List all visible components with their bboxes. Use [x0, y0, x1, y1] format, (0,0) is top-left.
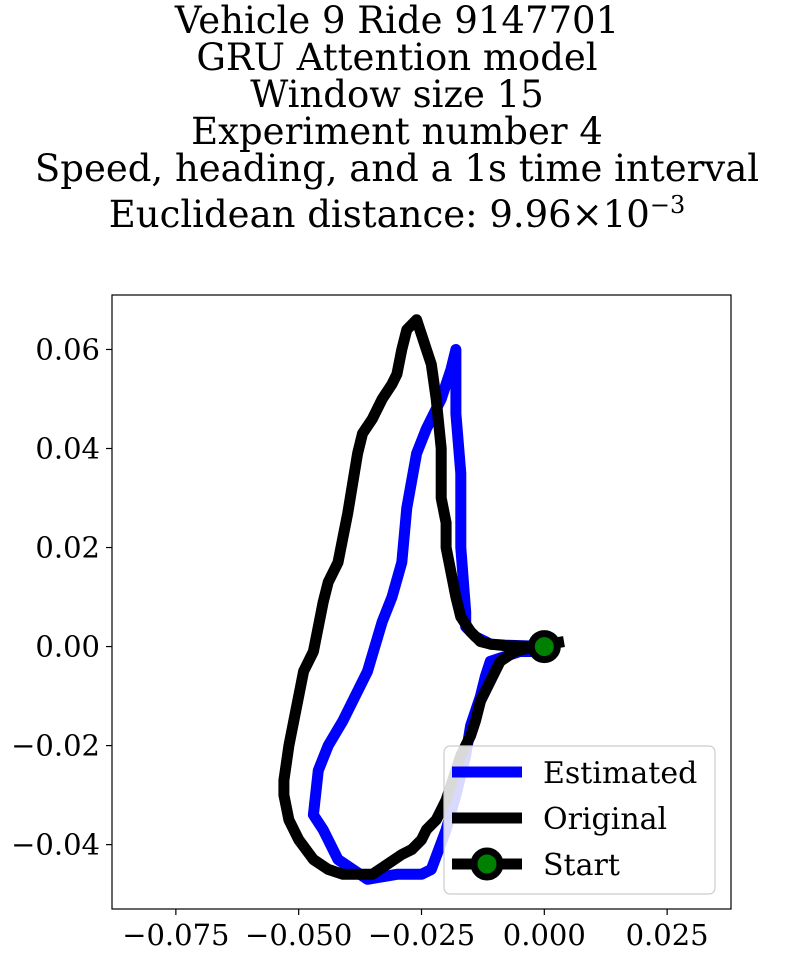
- y-tick-label: −0.04: [11, 828, 100, 862]
- y-tick: −0.02: [11, 729, 112, 763]
- y-tick: 0.04: [35, 432, 112, 466]
- x-axis: −0.075 −0.050 −0.025 0.000 0.025: [122, 909, 709, 952]
- y-tick-label: 0.00: [35, 630, 100, 664]
- distance-prefix: Euclidean distance:: [108, 193, 490, 236]
- x-tick-label: 0.025: [626, 918, 709, 952]
- start-point-marker: [527, 630, 561, 664]
- legend-original-label: Original: [543, 802, 667, 837]
- x-tick-label: 0.000: [503, 918, 586, 952]
- title-line-1: Vehicle 9 Ride 9147701: [174, 0, 620, 42]
- title-line-5: Speed, heading, and a 1s time interval: [34, 147, 760, 190]
- legend-frame: [443, 745, 716, 895]
- y-tick: 0.00: [35, 630, 112, 664]
- title-line-2: GRU Attention model: [196, 36, 598, 79]
- y-axis: −0.04 −0.02 0.00 0.02 0.04 0.06: [11, 332, 112, 862]
- x-tick: −0.050: [245, 909, 352, 952]
- x-tick: −0.075: [122, 909, 230, 952]
- y-tick-label: 0.02: [35, 531, 100, 565]
- y-tick-label: 0.06: [35, 332, 100, 366]
- y-tick: 0.02: [35, 531, 112, 565]
- x-tick-label: −0.025: [368, 918, 475, 952]
- x-tick-label: −0.075: [122, 918, 229, 952]
- y-tick-label: 0.04: [35, 432, 100, 466]
- distance-mantissa: 9.96: [489, 193, 572, 236]
- x-tick-label: −0.050: [245, 918, 352, 952]
- x-tick: −0.025: [368, 909, 475, 952]
- y-tick: 0.06: [35, 332, 112, 366]
- chart-title: Vehicle 9 Ride 9147701 GRU Attention mod…: [0, 0, 794, 233]
- legend: Estimated Original Start: [443, 745, 716, 895]
- y-tick-label: −0.02: [11, 729, 100, 763]
- title-line-3: Window size 15: [250, 73, 544, 116]
- legend-estimated-label: Estimated: [543, 756, 697, 791]
- distance-times: ×: [571, 193, 603, 236]
- legend-start-label: Start: [543, 848, 620, 883]
- title-line-4: Experiment number 4: [191, 110, 603, 153]
- title-line-6: Euclidean distance: 9.96×10−3: [0, 187, 794, 233]
- distance-base: 10: [602, 193, 650, 236]
- x-tick: 0.025: [626, 909, 709, 952]
- y-tick: −0.04: [11, 828, 112, 862]
- legend-start-marker: [470, 847, 504, 881]
- x-tick: 0.000: [503, 909, 586, 952]
- distance-exponent: −3: [649, 191, 686, 219]
